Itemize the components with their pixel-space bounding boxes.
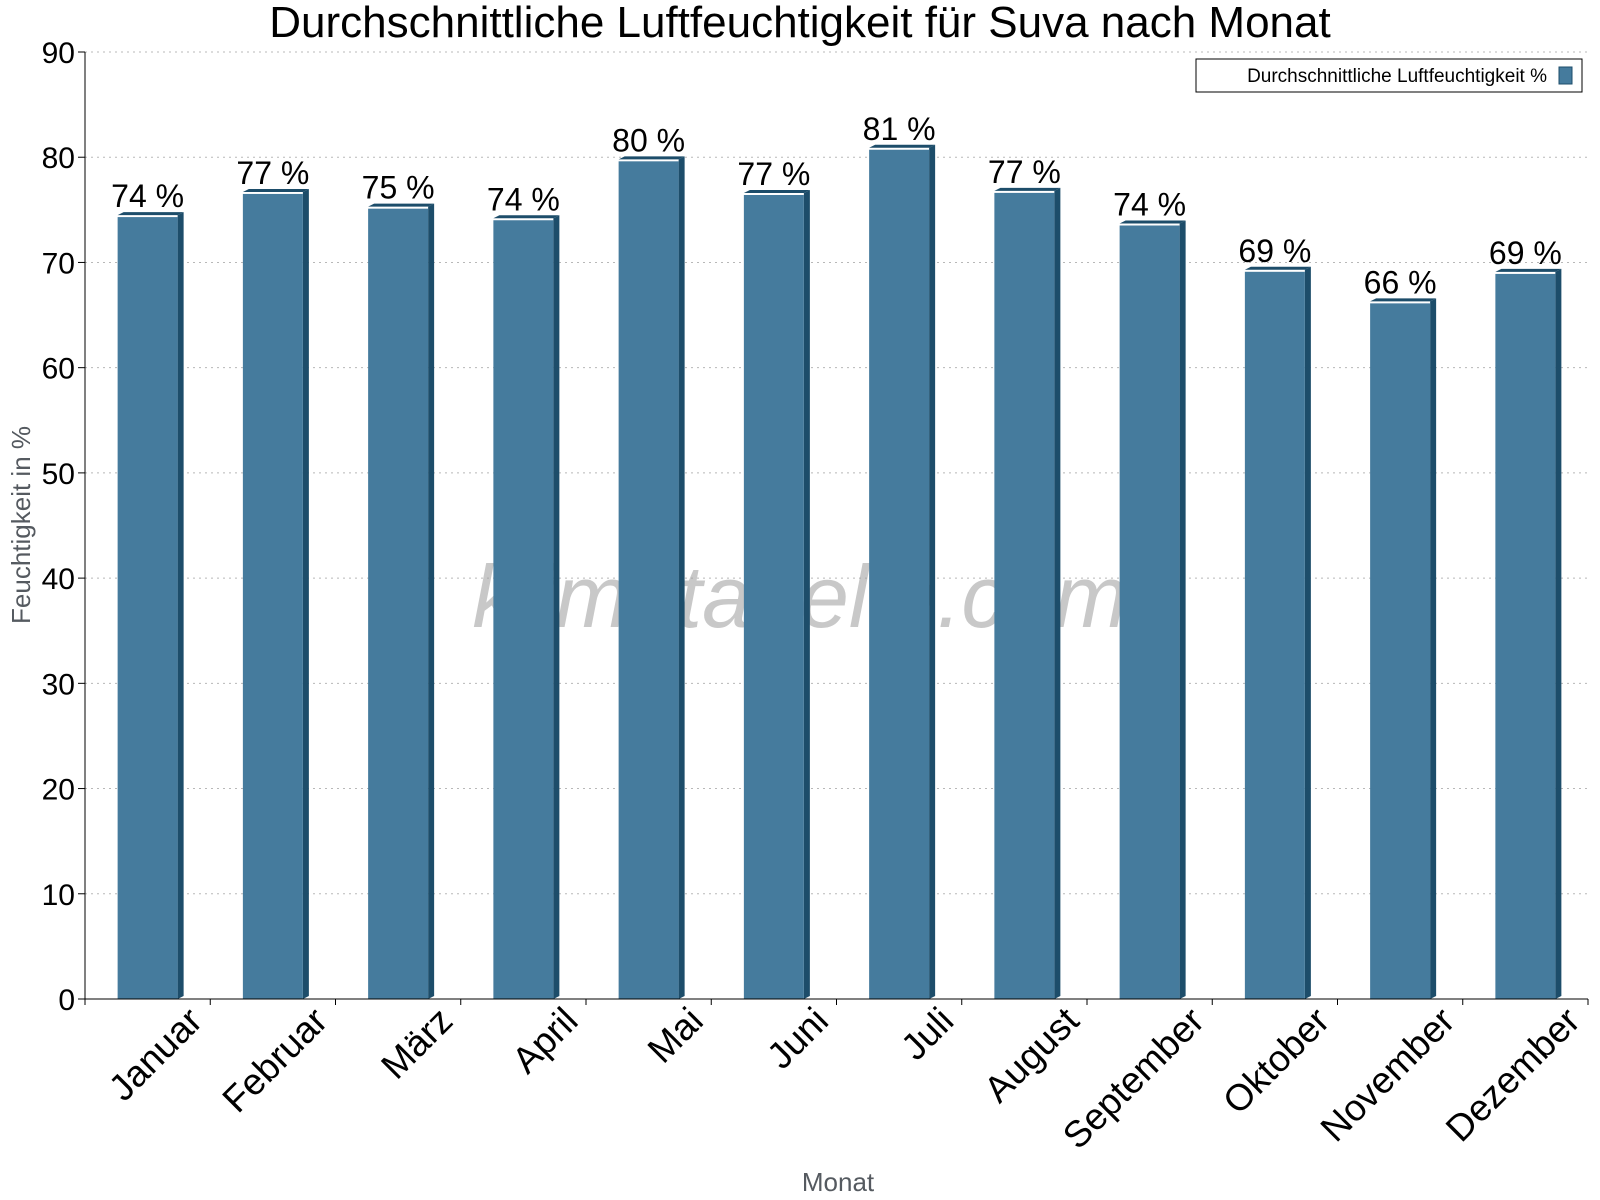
bar-front — [1244, 271, 1305, 999]
bar-front — [1495, 273, 1556, 1000]
bar-value-label: 74 % — [1113, 187, 1186, 223]
bar — [117, 212, 184, 999]
bar-front — [493, 220, 554, 1000]
bar-top — [994, 187, 1061, 191]
bar-front — [1370, 303, 1431, 999]
y-tick-label: 90 — [42, 37, 75, 70]
bar-value-label: 77 % — [737, 156, 810, 192]
bar-top — [117, 212, 184, 216]
y-tick-label: 0 — [58, 984, 75, 1017]
bar-value-label: 80 % — [612, 122, 685, 158]
x-tick-label: Juli — [893, 1000, 961, 1068]
bar-value-label: 66 % — [1364, 264, 1437, 300]
bar-side — [1054, 187, 1061, 1000]
y-tick-label: 60 — [42, 353, 75, 386]
legend-box — [1195, 58, 1583, 93]
bar-top — [869, 144, 936, 148]
gridlines — [85, 51, 1588, 895]
bar — [493, 215, 560, 1000]
bar-front — [743, 194, 804, 999]
bar — [743, 189, 810, 999]
y-tick-label: 50 — [42, 458, 75, 491]
bar-side — [1179, 220, 1186, 1000]
bar — [994, 187, 1061, 1000]
x-tick-label: März — [373, 1000, 460, 1087]
bar-top — [1495, 268, 1562, 272]
bar-top — [743, 189, 810, 193]
bar-value-label: 77 % — [988, 154, 1061, 190]
y-tick-label: 10 — [42, 879, 75, 912]
x-tick-label: August — [976, 999, 1087, 1110]
bar-front — [368, 208, 429, 1000]
x-axis-title: Monat — [802, 1167, 875, 1197]
chart-title: Durchschnittliche Luftfeuchtigkeit für S… — [269, 0, 1330, 47]
bar-front — [994, 192, 1055, 1000]
x-tick-label: Dezember — [1438, 1000, 1588, 1150]
bar — [368, 203, 435, 1000]
x-tick-label: April — [504, 1000, 585, 1081]
y-axis-title: Feuchtigkeit in % — [6, 426, 36, 624]
bar-side — [428, 203, 435, 1000]
x-tick-label: Januar — [101, 1000, 210, 1109]
bar-value-label: 81 % — [863, 111, 936, 147]
y-tick-label: 30 — [42, 668, 75, 701]
bar — [1119, 220, 1186, 1000]
bar-side — [1430, 298, 1437, 999]
bar-side — [678, 156, 685, 999]
x-tick-label: Oktober — [1215, 1000, 1337, 1122]
bar-side — [1555, 268, 1562, 1000]
legend: Durchschnittliche Luftfeuchtigkeit % — [1195, 58, 1583, 93]
x-tick-label: November — [1313, 1000, 1463, 1150]
bar-value-label: 74 % — [487, 181, 560, 217]
bar-top — [1244, 266, 1311, 270]
bar-top — [242, 188, 309, 192]
legend-swatch — [1558, 66, 1573, 85]
x-tick-label: Juni — [759, 1000, 836, 1077]
bar — [869, 144, 936, 1000]
bar — [1370, 298, 1437, 999]
bar-side — [302, 188, 309, 999]
bar-top — [1119, 220, 1186, 224]
bar-value-label: 69 % — [1489, 235, 1562, 271]
bar-side — [1304, 266, 1311, 999]
bar-front — [1119, 225, 1180, 1000]
bar-top — [1370, 298, 1437, 302]
bar — [618, 156, 685, 999]
bar-front — [117, 217, 178, 999]
bar-top — [368, 203, 435, 207]
x-tick-label: Februar — [215, 1000, 336, 1121]
bars — [117, 144, 1562, 1000]
bar-front — [869, 149, 930, 1000]
bar-side — [803, 189, 810, 999]
bar-top — [618, 156, 685, 160]
y-tick-label: 20 — [42, 774, 75, 807]
legend-label: Durchschnittliche Luftfeuchtigkeit % — [1247, 66, 1547, 87]
bar-value-label: 75 % — [362, 170, 435, 206]
bar — [1244, 266, 1311, 999]
bar-front — [242, 193, 303, 999]
x-tick-label: Mai — [640, 1000, 711, 1071]
value-labels: 74 % 77 % 75 % 74 % 80 % 77 % 81 % 77 % 74 % 69 %… — [111, 111, 1562, 301]
bar-side — [177, 212, 184, 999]
bar-value-label: 74 % — [111, 178, 184, 214]
bar-value-label: 77 % — [236, 155, 309, 191]
bar-front — [618, 161, 679, 999]
bar-side — [929, 144, 936, 1000]
y-tick-label: 40 — [42, 563, 75, 596]
y-tick-label: 70 — [42, 247, 75, 280]
bar-top — [493, 215, 560, 219]
bar-side — [553, 215, 560, 1000]
y-tick-label: 80 — [42, 142, 75, 175]
bar — [1495, 268, 1562, 1000]
bar-value-label: 69 % — [1238, 233, 1311, 269]
bar — [242, 188, 309, 999]
